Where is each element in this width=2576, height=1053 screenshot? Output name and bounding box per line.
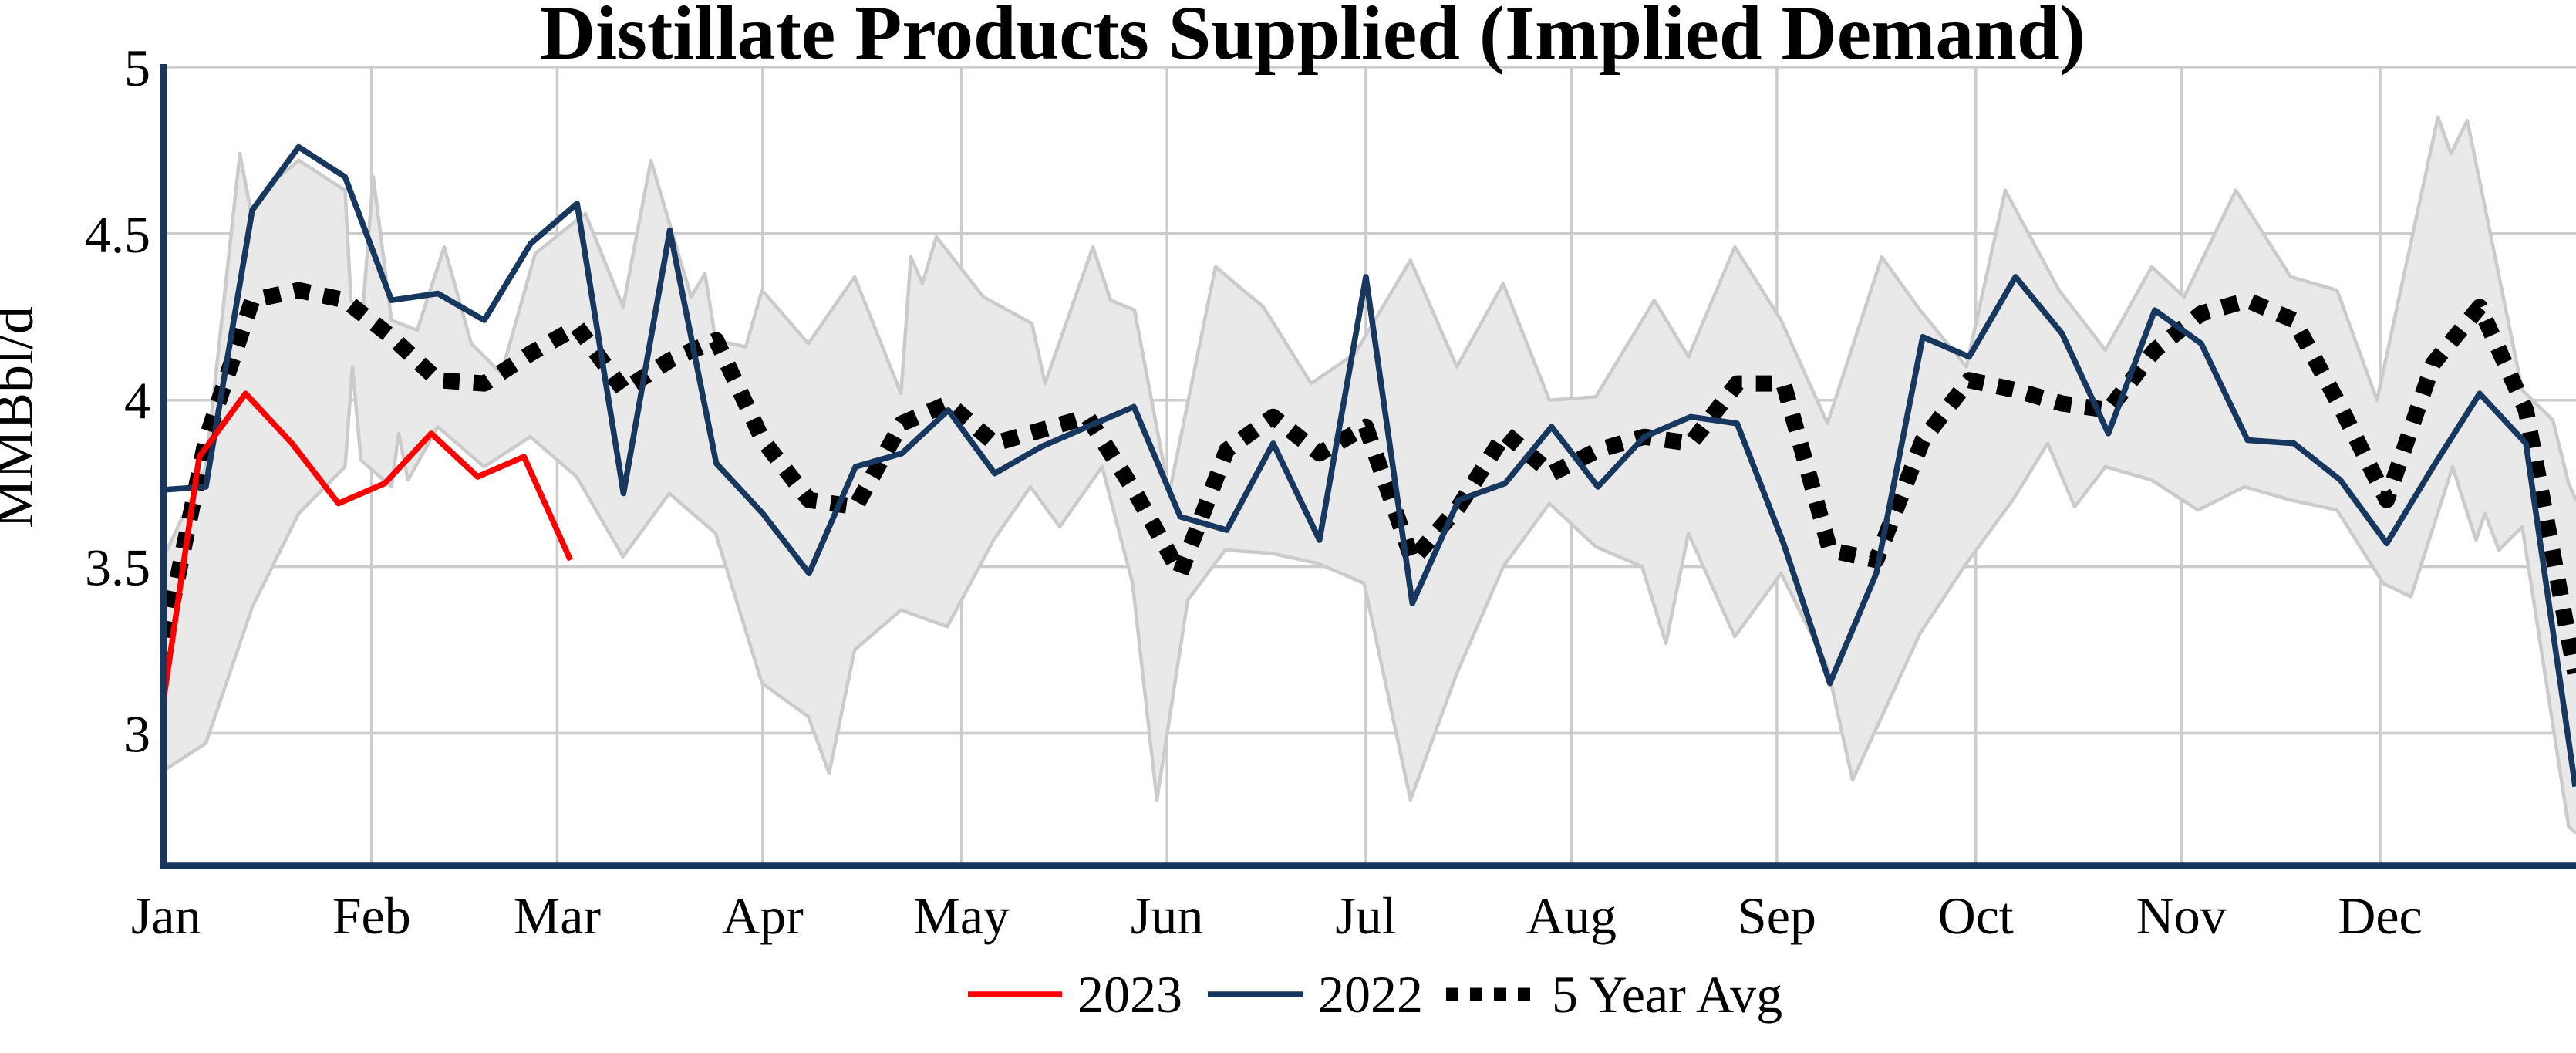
svg-text:Feb: Feb — [332, 886, 411, 945]
svg-text:May: May — [913, 886, 1010, 945]
svg-text:3.5: 3.5 — [85, 538, 150, 597]
svg-text:Distillate Products Supplied (: Distillate Products Supplied (Implied De… — [540, 0, 2085, 76]
svg-text:5 Year Avg: 5 Year Avg — [1552, 965, 1782, 1024]
svg-text:Oct: Oct — [1938, 886, 2014, 945]
svg-text:2023: 2023 — [1077, 965, 1182, 1024]
svg-text:MMBbl/d: MMBbl/d — [0, 306, 45, 528]
svg-text:Apr: Apr — [722, 886, 804, 945]
svg-text:Sep: Sep — [1738, 886, 1816, 945]
svg-text:Mar: Mar — [514, 886, 602, 945]
svg-text:Dec: Dec — [2338, 886, 2422, 945]
svg-text:Jan: Jan — [131, 886, 201, 945]
svg-text:4: 4 — [124, 372, 150, 430]
svg-text:Aug: Aug — [1526, 886, 1617, 945]
svg-text:3: 3 — [124, 705, 150, 764]
svg-text:2022: 2022 — [1318, 965, 1423, 1024]
svg-text:5: 5 — [124, 39, 150, 97]
svg-text:Jun: Jun — [1131, 886, 1203, 945]
svg-text:Jul: Jul — [1335, 886, 1396, 945]
svg-text:4.5: 4.5 — [85, 205, 150, 264]
svg-text:Nov: Nov — [2136, 886, 2227, 945]
